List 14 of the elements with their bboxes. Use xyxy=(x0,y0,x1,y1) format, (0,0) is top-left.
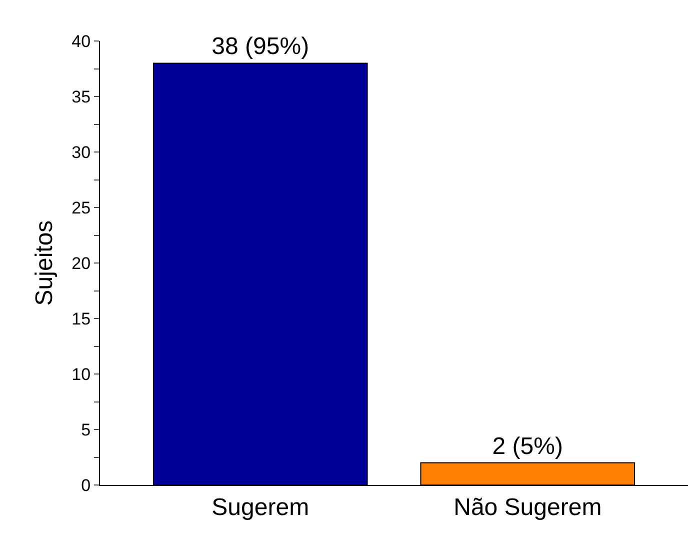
y-tick-label: 20 xyxy=(72,254,91,273)
y-tick-label: 30 xyxy=(72,142,91,162)
data-label: 2 (5%) xyxy=(492,432,563,460)
y-tick-label: 0 xyxy=(81,476,91,495)
data-label: 38 (95%) xyxy=(212,33,310,60)
y-tick-label: 40 xyxy=(72,32,91,51)
y-tick-label: 5 xyxy=(81,420,91,440)
y-tick-label: 15 xyxy=(72,309,91,328)
y-tick-label: 25 xyxy=(72,198,91,218)
x-tick-label: Sugerem xyxy=(212,494,310,521)
x-tick-label: Não Sugerem xyxy=(454,494,602,521)
y-tick-label: 35 xyxy=(72,87,91,106)
y-axis-title: Sujeitos xyxy=(30,220,58,306)
y-tick-label: 10 xyxy=(72,364,91,384)
